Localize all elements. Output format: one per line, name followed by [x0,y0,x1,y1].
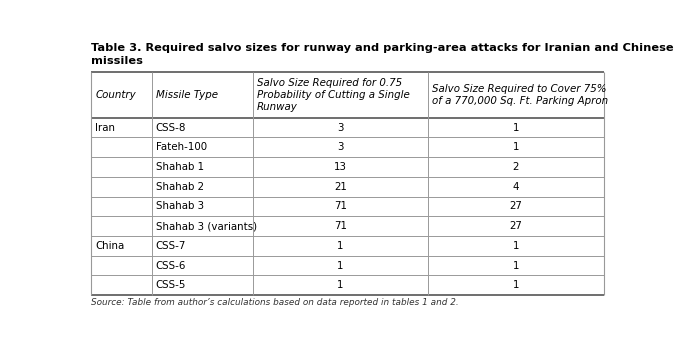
Text: 71: 71 [334,221,346,231]
Text: Country: Country [95,90,136,100]
Text: 3: 3 [337,142,344,152]
Text: Salvo Size Required for 0.75
Probability of Cutting a Single
Runway: Salvo Size Required for 0.75 Probability… [257,78,410,112]
Text: CSS-6: CSS-6 [156,261,186,271]
Text: 3: 3 [337,122,344,132]
Text: 27: 27 [509,202,522,212]
Text: 13: 13 [334,162,346,172]
Text: CSS-7: CSS-7 [156,241,186,251]
Text: 1: 1 [513,280,519,290]
Text: Source: Table from author’s calculations based on data reported in tables 1 and : Source: Table from author’s calculations… [91,298,459,307]
Bar [91,72,604,295]
Text: Table 3. Required salvo sizes for runway and parking-area attacks for Iranian an: Table 3. Required salvo sizes for runway… [91,43,678,66]
Text: CSS-8: CSS-8 [156,122,186,132]
Text: Shahab 3: Shahab 3 [156,202,204,212]
Text: Salvo Size Required to Cover 75%
of a 770,000 Sq. Ft. Parking Apron: Salvo Size Required to Cover 75% of a 77… [432,84,608,106]
Text: 1: 1 [513,241,519,251]
Text: 1: 1 [337,241,344,251]
Text: China: China [95,241,125,251]
Text: 1: 1 [337,280,344,290]
Text: 4: 4 [513,182,519,192]
Text: 1: 1 [337,261,344,271]
Text: 71: 71 [334,202,346,212]
Text: 27: 27 [509,221,522,231]
Text: Shahab 1: Shahab 1 [156,162,204,172]
Text: Shahab 3 (variants): Shahab 3 (variants) [156,221,257,231]
Text: CSS-5: CSS-5 [156,280,186,290]
Text: 2: 2 [513,162,519,172]
Text: Fateh-100: Fateh-100 [156,142,207,152]
Text: 21: 21 [334,182,346,192]
Text: Shahab 2: Shahab 2 [156,182,204,192]
Text: 1: 1 [513,261,519,271]
Text: 1: 1 [513,142,519,152]
Text: 1: 1 [513,122,519,132]
Text: Iran: Iran [95,122,115,132]
Text: Missile Type: Missile Type [156,90,218,100]
